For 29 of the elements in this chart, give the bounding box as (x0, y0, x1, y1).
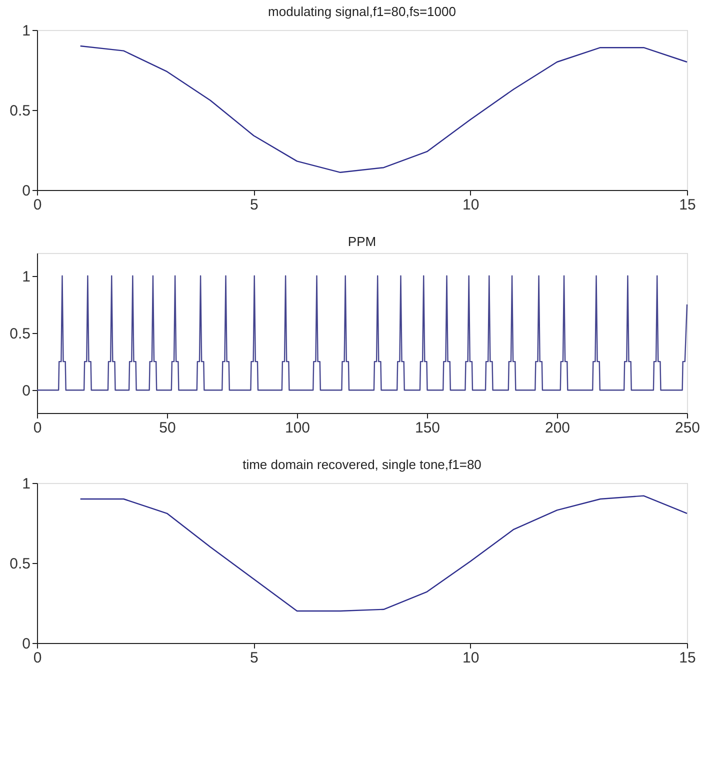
x-tick-label: 5 (250, 196, 258, 214)
y-tick-label: 0.5 (10, 102, 30, 120)
x-tick-label: 10 (462, 196, 480, 214)
chart-title: PPM (348, 234, 376, 249)
x-tick-label: 15 (679, 196, 696, 214)
chart-title: time domain recovered, single tone,f1=80 (242, 457, 482, 472)
x-tick-label: 10 (462, 650, 480, 666)
x-tick-label: 0 (33, 650, 42, 666)
y-tick-label: 0 (22, 382, 30, 400)
y-tick-label: 1 (22, 476, 30, 492)
x-tick-label: 150 (414, 420, 440, 436)
x-tick-label: 200 (544, 420, 570, 436)
x-tick-label: 250 (674, 420, 700, 436)
y-tick-label: 0.5 (10, 556, 30, 572)
y-tick-label: 0 (22, 636, 30, 652)
x-tick-label: 5 (250, 650, 258, 666)
line-series (36, 275, 688, 391)
chart-title: modulating signal,f1=80,fs=1000 (268, 4, 456, 19)
x-tick-label: 100 (284, 420, 310, 436)
x-tick-label: 0 (33, 196, 42, 214)
y-tick-label: 0.5 (10, 326, 30, 342)
y-tick-label: 1 (22, 268, 30, 286)
x-tick-label: 15 (679, 650, 696, 666)
line-series (80, 45, 688, 173)
y-tick-label: 1 (22, 22, 30, 40)
line-series (80, 495, 688, 612)
y-tick-label: 0 (22, 182, 30, 200)
x-tick-label: 0 (33, 420, 42, 436)
x-tick-label: 50 (159, 420, 176, 436)
